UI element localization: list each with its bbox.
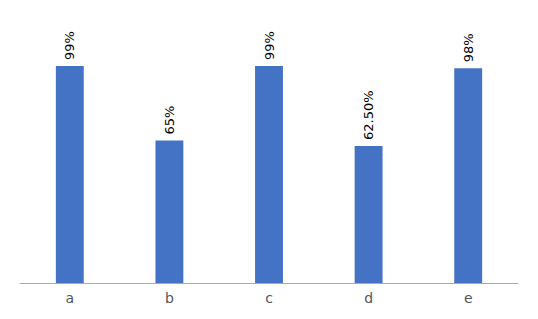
svg-text:98%: 98% (461, 33, 476, 62)
svg-text:b: b (165, 290, 174, 306)
svg-text:62.50%: 62.50% (361, 90, 376, 140)
svg-text:e: e (464, 290, 473, 306)
svg-text:a: a (66, 290, 75, 306)
svg-text:99%: 99% (262, 31, 277, 60)
svg-text:d: d (364, 290, 373, 306)
svg-text:65%: 65% (162, 106, 177, 135)
svg-text:99%: 99% (62, 31, 77, 60)
svg-text:c: c (265, 290, 273, 306)
